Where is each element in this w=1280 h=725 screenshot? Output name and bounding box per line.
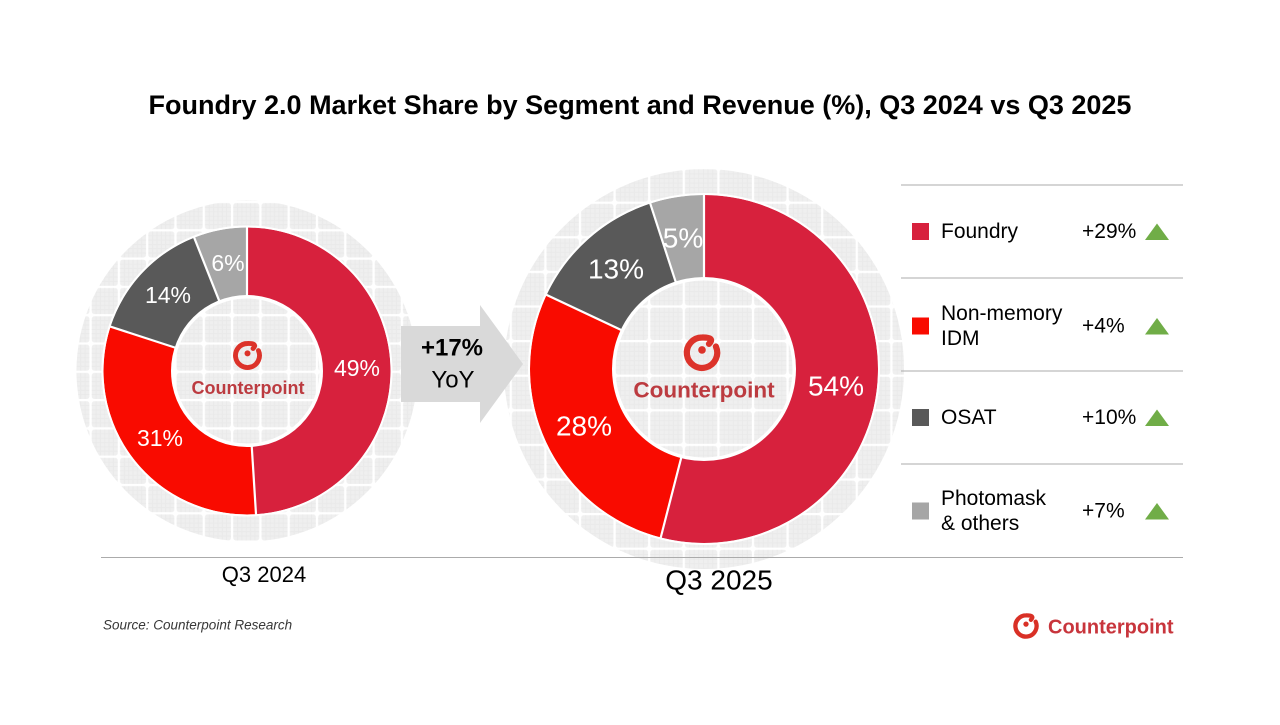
svg-text:Q3 2024: Q3 2024 <box>222 562 306 587</box>
svg-text:+7%: +7% <box>1082 500 1125 523</box>
svg-text:+17%: +17% <box>421 335 483 362</box>
svg-text:14%: 14% <box>145 282 191 308</box>
svg-text:Counterpoint: Counterpoint <box>192 378 305 398</box>
svg-text:OSAT: OSAT <box>941 406 997 429</box>
svg-text:Non-memory: Non-memory <box>941 302 1063 325</box>
svg-text:13%: 13% <box>588 254 644 285</box>
svg-text:6%: 6% <box>211 250 244 276</box>
svg-text:49%: 49% <box>334 355 380 381</box>
svg-text:Foundry: Foundry <box>941 220 1019 243</box>
svg-text:+10%: +10% <box>1082 406 1136 429</box>
svg-text:Photomask: Photomask <box>941 487 1047 510</box>
svg-text:+29%: +29% <box>1082 220 1136 243</box>
svg-text:Q3 2025: Q3 2025 <box>665 565 772 596</box>
svg-text:Source: Counterpoint Research: Source: Counterpoint Research <box>103 618 292 633</box>
svg-text:28%: 28% <box>556 411 612 442</box>
svg-text:54%: 54% <box>808 371 864 402</box>
svg-text:Counterpoint: Counterpoint <box>1048 617 1174 639</box>
svg-text:5%: 5% <box>663 223 703 254</box>
svg-text:IDM: IDM <box>941 327 980 350</box>
svg-text:+4%: +4% <box>1082 315 1125 338</box>
svg-text:YoY: YoY <box>431 367 474 394</box>
svg-text:Counterpoint: Counterpoint <box>633 378 775 403</box>
svg-text:& others: & others <box>941 512 1019 535</box>
svg-text:31%: 31% <box>137 425 183 451</box>
